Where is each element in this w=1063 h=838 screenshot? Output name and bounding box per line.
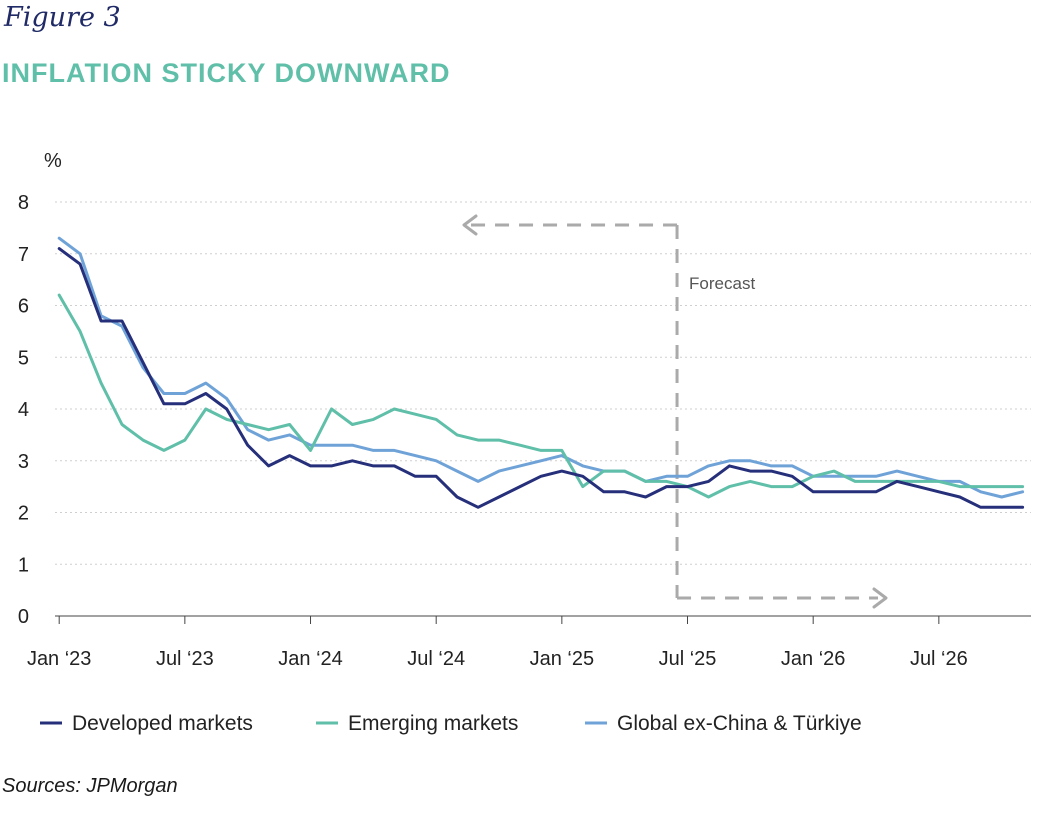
axis-layer: 0 1 2 3 4 5 6 7 8 Jan ‘23 Jul ‘23 Jan ‘24 Jul ‘24 Jan…: [18, 192, 1031, 670]
x-tick-label-0: Jan ‘23: [27, 648, 92, 670]
grid-layer: [55, 201, 1031, 565]
y-tick-label-7: 7: [18, 244, 29, 266]
y-tick-label-2: 2: [18, 503, 29, 525]
source-note: Sources: JPMorgan: [2, 775, 178, 797]
series-line-global: [57, 236, 1025, 499]
y-tick-label-6: 6: [18, 296, 29, 318]
x-tick-label-6: Jan ‘26: [781, 648, 846, 670]
arrow-left-icon: [462, 214, 478, 236]
y-tick-label-3: 3: [18, 451, 29, 473]
series-line-developed: [57, 247, 1025, 509]
x-tick-label-3: Jul ‘24: [407, 648, 465, 670]
line-chart: % 0 1 2 3 4 5 6 7 8 Jan ‘23 Jul ‘23 Jan ‘24 Jul ‘24 J…: [18, 150, 1031, 735]
y-tick-label-0: 0: [18, 606, 29, 628]
series-layer: [57, 236, 1025, 509]
figure-label: Figure 3: [4, 2, 121, 33]
chart-title: INFLATION STICKY DOWNWARD: [2, 58, 451, 88]
y-tick-label-8: 8: [18, 192, 29, 214]
forecast-label: Forecast: [689, 274, 755, 293]
x-tick-label-4: Jan ‘25: [530, 648, 595, 670]
x-tick-label-2: Jan ‘24: [278, 648, 343, 670]
y-tick-label-4: 4: [18, 399, 29, 421]
y-tick-label-1: 1: [18, 554, 29, 576]
x-tick-label-5: Jul ‘25: [659, 648, 717, 670]
y-tick-label-5: 5: [18, 347, 29, 369]
arrow-right-icon: [872, 587, 888, 609]
x-tick-label-1: Jul ‘23: [156, 648, 214, 670]
legend-label-emerging: Emerging markets: [348, 712, 518, 735]
forecast-annotation: Forecast: [462, 214, 888, 609]
legend-label-global: Global ex-China & Türkiye: [617, 712, 862, 735]
x-tick-label-7: Jul ‘26: [910, 648, 968, 670]
legend: Developed markets Emerging markets Global …: [40, 712, 862, 735]
legend-label-developed: Developed markets: [72, 712, 253, 735]
series-line-emerging: [57, 293, 1025, 499]
y-axis-unit-label: %: [44, 150, 62, 172]
